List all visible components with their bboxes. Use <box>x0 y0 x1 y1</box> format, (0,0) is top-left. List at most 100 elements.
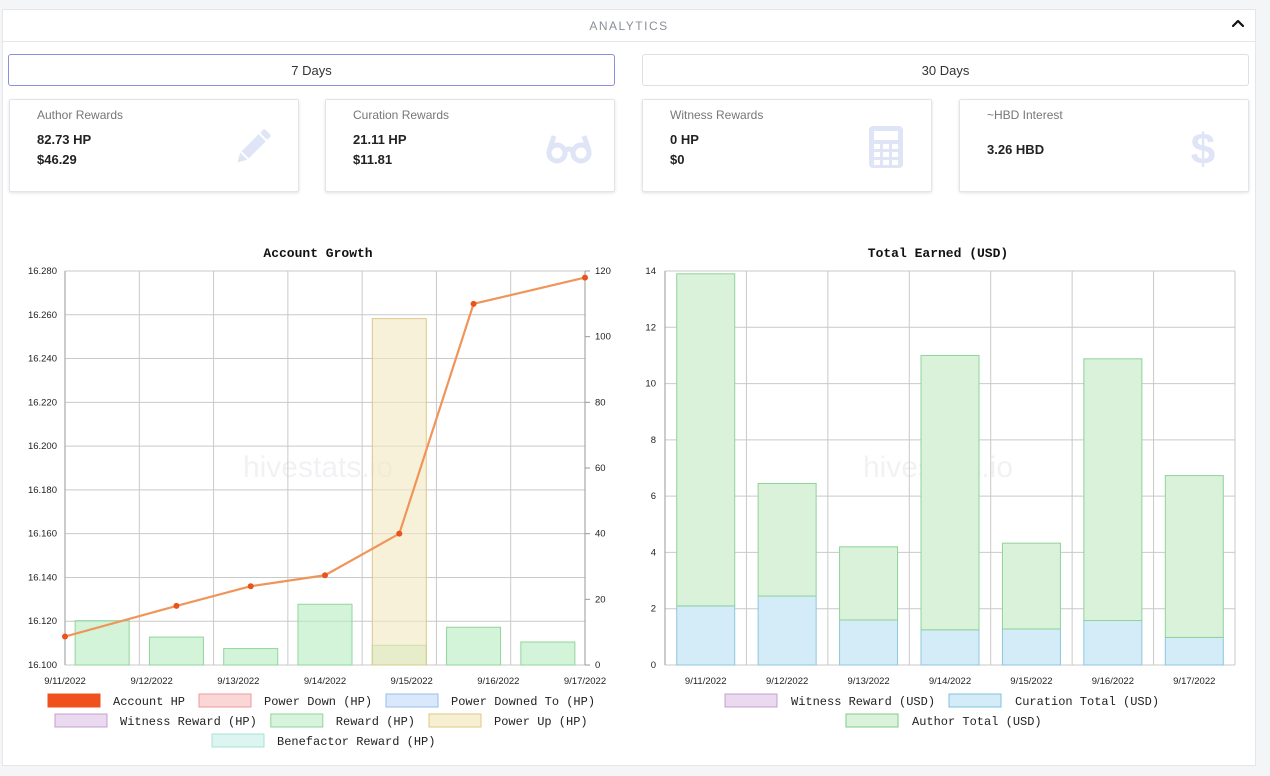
bar-segment <box>676 605 736 666</box>
account-hp-point <box>322 572 328 579</box>
card-value-usd: $11.81 <box>353 152 393 167</box>
y-right-tick-label: 20 <box>595 594 606 605</box>
legend-swatch <box>211 733 265 748</box>
x-tick-label: 9/17/2022 <box>564 676 606 687</box>
x-tick-label: 9/17/2022 <box>1173 676 1215 687</box>
bar <box>371 318 427 666</box>
account-hp-point <box>173 602 180 609</box>
legend-label: Account HP <box>113 695 185 709</box>
svg-text:$: $ <box>1191 125 1215 170</box>
card-value-usd: $46.29 <box>37 152 77 167</box>
account-hp-point <box>470 300 477 307</box>
y-tick-label: 4 <box>651 547 656 558</box>
bar-segment <box>920 629 980 666</box>
x-tick-label: 9/13/2022 <box>217 676 259 687</box>
legend-swatch <box>47 693 101 708</box>
bar-segment <box>920 354 980 631</box>
card-value-hp: 21.11 HP <box>353 132 407 147</box>
bar <box>223 648 279 666</box>
legend-swatch <box>724 693 778 708</box>
y-left-tick-label: 16.220 <box>28 397 57 408</box>
chevron-up-icon[interactable] <box>1229 15 1247 33</box>
legend-label: Power Down (HP) <box>264 695 372 709</box>
legend-label: Author Total (USD) <box>912 715 1042 729</box>
legend-swatch <box>385 693 439 708</box>
bar <box>148 636 204 666</box>
legend-swatch <box>198 693 252 708</box>
y-left-tick-label: 16.160 <box>28 529 57 540</box>
card-value-hbd: 3.26 HBD <box>987 142 1045 157</box>
y-left-tick-label: 16.240 <box>28 354 57 365</box>
x-tick-label: 9/13/2022 <box>847 676 889 687</box>
x-tick-label: 9/16/2022 <box>1092 676 1134 687</box>
bar-segment <box>1083 620 1143 666</box>
x-tick-label: 9/12/2022 <box>766 676 808 687</box>
x-tick-label: 9/12/2022 <box>131 676 173 687</box>
thirty-days-button[interactable]: 30 Days <box>642 54 1249 86</box>
card-label: ~HBD Interest <box>987 108 1063 122</box>
calculator-icon <box>869 126 903 168</box>
watermark: hivestats.io <box>243 451 393 484</box>
bar-segment <box>1083 358 1143 622</box>
y-tick-label: 12 <box>645 322 656 333</box>
legend-label: Reward (HP) <box>336 715 415 729</box>
dollar-icon: $ <box>1191 125 1215 170</box>
bar-segment <box>676 273 736 607</box>
panel-title: ANALYTICS <box>589 19 669 33</box>
y-right-tick-label: 40 <box>595 529 606 540</box>
y-left-tick-label: 16.140 <box>28 572 57 583</box>
legend-label: Power Downed To (HP) <box>451 695 595 709</box>
analytics-header[interactable]: ANALYTICS <box>3 10 1255 42</box>
y-left-tick-label: 16.200 <box>28 441 57 452</box>
y-left-tick-label: 16.280 <box>28 266 57 277</box>
curation-rewards-card: Curation Rewards 21.11 HP $11.81 <box>325 99 615 192</box>
account-hp-point <box>396 530 403 537</box>
chart-title: Total Earned (USD) <box>868 246 1008 261</box>
legend-swatch <box>428 713 482 728</box>
y-left-tick-label: 16.260 <box>28 310 57 321</box>
total-earned-chart: Total Earned (USD)hivestats.io0246810121… <box>645 246 1236 729</box>
legend-swatch <box>270 713 324 728</box>
y-right-tick-label: 60 <box>595 463 606 474</box>
bar-segment <box>757 595 817 666</box>
legend-swatch <box>948 693 1002 708</box>
y-tick-label: 2 <box>651 604 656 615</box>
witness-rewards-card: Witness Rewards 0 HP $0 <box>642 99 932 192</box>
account-hp-point <box>62 633 68 640</box>
bar-segment <box>839 546 899 621</box>
card-value-usd: $0 <box>670 152 685 167</box>
card-label: Curation Rewards <box>353 108 450 122</box>
y-right-tick-label: 120 <box>595 266 611 277</box>
legend-label: Benefactor Reward (HP) <box>277 735 435 749</box>
y-tick-label: 14 <box>645 266 656 277</box>
x-tick-label: 9/14/2022 <box>929 676 971 687</box>
bar <box>74 620 130 666</box>
seven-days-button[interactable]: 7 Days <box>8 54 615 86</box>
bar <box>297 603 353 666</box>
y-right-tick-label: 80 <box>595 397 606 408</box>
x-tick-label: 9/15/2022 <box>1010 676 1052 687</box>
y-tick-label: 0 <box>651 660 656 671</box>
author-rewards-card: Author Rewards 82.73 HP $46.29 <box>9 99 299 192</box>
y-tick-label: 8 <box>651 435 656 446</box>
legend-swatch <box>845 713 899 728</box>
legend-label: Curation Total (USD) <box>1015 695 1159 709</box>
card-label: Author Rewards <box>37 108 124 122</box>
pencil-icon <box>237 129 271 163</box>
bar-segment <box>1164 636 1224 666</box>
bar-segment <box>1164 475 1224 638</box>
y-right-tick-label: 0 <box>595 660 600 671</box>
card-label: Witness Rewards <box>670 108 764 122</box>
legend-label: Witness Reward (USD) <box>791 695 935 709</box>
x-tick-label: 9/11/2022 <box>685 676 727 687</box>
legend-swatch <box>54 713 108 728</box>
x-tick-label: 9/15/2022 <box>391 676 433 687</box>
x-tick-label: 9/14/2022 <box>304 676 346 687</box>
card-value-hp: 82.73 HP <box>37 132 92 147</box>
account-hp-point <box>247 583 254 590</box>
y-left-tick-label: 16.120 <box>28 616 57 627</box>
y-tick-label: 10 <box>645 379 656 390</box>
bar <box>520 641 576 666</box>
account-hp-point <box>582 274 588 281</box>
chart-title: Account Growth <box>263 246 372 261</box>
